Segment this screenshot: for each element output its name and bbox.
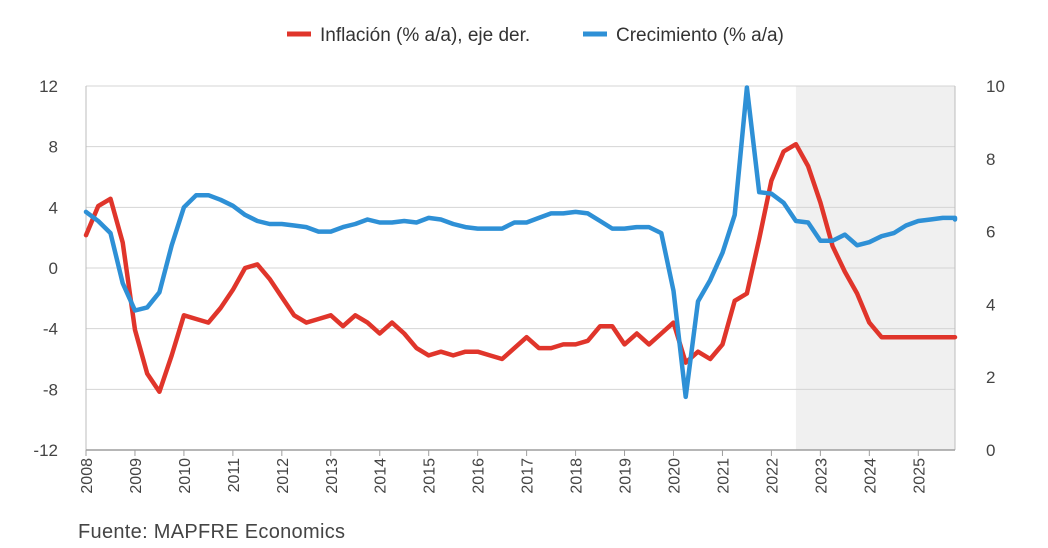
x-tick-label: 2014 [373,458,390,494]
x-tick-label: 2013 [324,458,341,494]
x-tick-label: 2018 [569,458,586,494]
x-tick-label: 2025 [911,458,928,494]
series-line-growth [83,85,958,400]
x-tick-label: 2019 [618,458,635,494]
x-tick-label: 2009 [128,458,145,494]
x-tick-label: 2023 [813,458,830,494]
x-tick-label: 2016 [471,458,488,494]
y-right-tick-label: 8 [986,150,995,169]
y-axis-left: 12 8 4 0 -4 -8 -12 [33,77,58,460]
y-left-tick-label: -4 [43,320,58,339]
chart-legend: Inflación (% a/a), eje der. Crecimiento … [287,25,784,46]
x-tick-label: 2015 [422,458,439,494]
y-right-tick-label: 10 [986,77,1005,96]
x-tick-label: 2008 [79,458,96,494]
gridlines [85,85,956,451]
x-tick-label: 2017 [520,458,537,494]
series-lines [83,85,958,400]
x-axis: 2008 2009 2010 2011 2012 2013 2014 2015 2016 2017… [79,450,928,494]
x-tick-label: 2021 [715,458,732,494]
y-left-tick-label: -8 [43,380,58,399]
legend-label-growth: Crecimiento (% a/a) [616,25,784,46]
y-axis-right: 10 8 6 4 2 0 [986,77,1005,460]
y-left-tick-label: 12 [39,77,58,96]
x-tick-label: 2012 [275,458,292,494]
y-left-tick-label: 0 [49,259,58,278]
y-left-tick-label: -12 [33,441,58,460]
x-tick-label: 2022 [764,458,781,494]
x-tick-label: 2011 [226,458,243,493]
y-right-tick-label: 6 [986,223,995,242]
y-left-tick-label: 8 [49,138,58,157]
y-right-tick-label: 2 [986,368,995,387]
y-right-tick-label: 4 [986,295,995,314]
y-left-tick-label: 4 [49,198,58,217]
x-tick-label: 2010 [177,458,194,494]
x-tick-label: 2024 [862,458,879,494]
source-note: Fuente: MAPFRE Economics [78,521,346,543]
series-line-inflation [83,141,958,395]
legend-label-inflation: Inflación (% a/a), eje der. [320,25,530,46]
x-tick-label: 2020 [666,458,683,494]
y-right-tick-label: 0 [986,441,995,460]
